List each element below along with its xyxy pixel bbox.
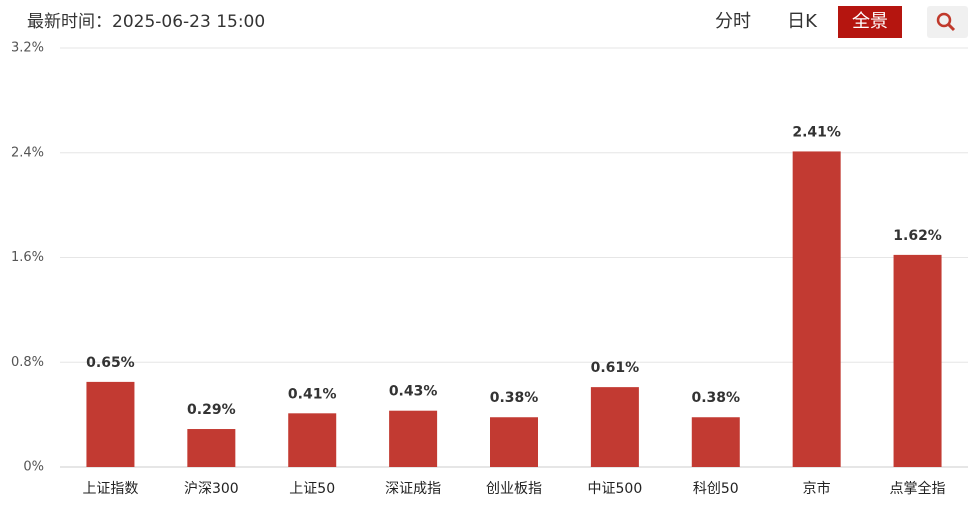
bar [187,429,236,467]
bar [893,254,942,467]
x-tick-label: 中证500 [588,481,643,497]
timestamp: 最新时间：2025-06-23 15:00 [27,12,265,32]
y-tick-label: 2.4% [11,145,44,160]
x-tick-label: 科创50 [693,481,739,497]
y-tick-label: 3.2% [11,41,44,56]
value-label: 0.38% [691,390,740,406]
bar [590,387,639,467]
value-label: 0.38% [490,390,539,406]
bar [288,413,337,467]
x-tick-label: 京市 [803,480,831,497]
value-label: 0.61% [591,360,640,376]
active-tab-bg[interactable] [838,6,902,38]
bar [691,417,740,467]
y-tick-label: 0.8% [11,355,44,370]
value-label: 1.62% [893,228,942,244]
value-label: 0.41% [288,386,337,402]
y-tick-label: 1.6% [11,250,44,265]
y-tick-label: 0% [23,460,44,475]
x-tick-label: 沪深300 [184,481,239,497]
tab[interactable]: 全景 [852,11,888,32]
bar [389,410,438,467]
bar [86,381,135,467]
x-tick-label: 创业板指 [486,481,542,497]
bar [792,151,841,468]
bar [490,417,538,467]
tab[interactable]: 分时 [715,11,751,32]
value-label: 0.65% [86,355,135,371]
x-tick-label: 深证成指 [385,481,441,497]
x-tick-label: 上证指数 [82,481,138,497]
x-tick-label: 点掌全指 [890,480,946,497]
value-label: 2.41% [792,124,841,140]
search-button[interactable] [927,6,968,38]
value-label: 0.43% [389,384,438,400]
value-label: 0.29% [187,402,236,418]
tab[interactable]: 日K [787,11,818,32]
x-tick-label: 上证50 [289,481,335,497]
